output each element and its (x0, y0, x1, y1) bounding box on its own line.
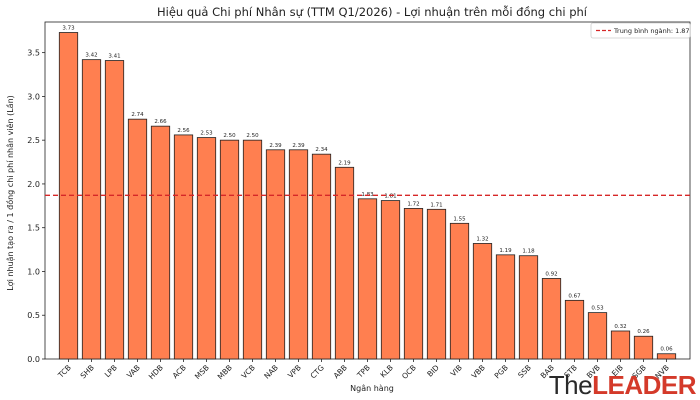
bar-pgb (495, 254, 516, 360)
data-label: 0.06 (660, 347, 673, 353)
x-tick-label: LPB (103, 363, 119, 379)
bar-bvb (587, 312, 608, 360)
x-tick-label: OCB (400, 363, 418, 381)
y-tick-label: 3.5 (27, 49, 40, 58)
bar-vib (449, 222, 470, 360)
legend: Trung bình ngành: 1.87 (590, 22, 691, 39)
x-tick-label: KLB (378, 363, 394, 379)
y-axis-label: Lợi nhuận tạo ra / 1 đồng chi phí nhân v… (5, 95, 16, 291)
data-label: 0.92 (545, 271, 557, 277)
x-tick-label: SHB (79, 363, 96, 380)
x-axis-label: Ngân hàng (350, 384, 394, 393)
x-tick-label: MBB (216, 363, 234, 381)
data-label: 0.32 (614, 324, 626, 330)
bar-lpb (104, 60, 125, 360)
bar-msb (196, 137, 217, 360)
bar-vpb (288, 149, 309, 360)
y-tick-label: 1.5 (27, 224, 40, 233)
data-label: 3.42 (85, 53, 97, 59)
y-tick-label: 2.5 (27, 136, 40, 145)
y-tick-label: 0.5 (27, 311, 40, 320)
data-label: 2.39 (269, 143, 282, 149)
data-label: 1.18 (522, 249, 535, 255)
data-label: 1.72 (407, 201, 419, 207)
bar-nvb (656, 353, 677, 360)
data-label: 2.39 (292, 143, 305, 149)
y-tick-label: 3.0 (27, 92, 40, 101)
watermark-leader: LEADER (592, 370, 696, 400)
data-label: 2.19 (338, 160, 351, 166)
watermark-logo: TheLEADER (548, 370, 697, 400)
data-label: 1.55 (453, 216, 466, 222)
x-tick-label: TCB (56, 363, 73, 380)
data-label: 2.53 (200, 131, 213, 137)
bar-mbb (219, 139, 240, 360)
data-label: 3.41 (108, 54, 120, 60)
x-tick-label: SSB (516, 363, 533, 380)
data-label: 2.34 (315, 147, 328, 153)
y-tick-label: 0.0 (27, 355, 40, 364)
chart-title: Hiệu quả Chi phí Nhân sự (TTM Q1/2026) -… (157, 5, 588, 19)
x-tick-label: PGB (493, 363, 510, 380)
legend-label: Trung bình ngành: 1.87 (613, 27, 690, 35)
x-tick-label: VPB (286, 363, 303, 380)
x-tick-label: ABB (332, 363, 349, 380)
data-label: 2.56 (177, 128, 190, 134)
watermark-the: The (548, 370, 593, 400)
data-label: 2.50 (223, 133, 236, 139)
x-tick-label: VCB (240, 363, 257, 380)
bar-vab (127, 118, 148, 360)
data-label: 2.66 (154, 119, 167, 125)
x-tick-label: VIB (449, 363, 464, 378)
data-label: 0.26 (637, 329, 650, 335)
data-label: 2.50 (246, 133, 259, 139)
x-tick-label: MSB (193, 363, 211, 381)
bar-eib (610, 330, 631, 360)
bar-bab (541, 278, 562, 360)
bar-klb (380, 200, 401, 360)
x-tick-label: NAB (262, 363, 280, 381)
y-tick-label: 2.0 (27, 180, 40, 189)
bar-ctg (311, 153, 332, 360)
data-label: 1.81 (384, 194, 396, 200)
bar-vcb (242, 139, 263, 360)
bar-hdb (150, 125, 171, 360)
data-label: 1.71 (430, 202, 442, 208)
bar-tpb (357, 198, 378, 360)
x-tick-label: CTG (308, 363, 326, 381)
x-tick-label: VBB (470, 363, 487, 380)
data-label: 1.19 (499, 248, 512, 254)
x-tick-label: VAB (125, 363, 142, 380)
x-tick-label: BID (425, 363, 441, 379)
bar-vbb (472, 243, 493, 360)
data-label: 1.32 (476, 236, 488, 242)
bar-stb (564, 299, 585, 360)
data-label: 3.73 (62, 26, 75, 32)
data-label: 0.53 (591, 306, 604, 312)
bar-bid (426, 208, 447, 360)
bar-ssb (518, 255, 539, 360)
x-tick-label: TPB (355, 363, 372, 380)
bar-acb (173, 134, 194, 360)
legend-box (590, 22, 691, 39)
bar-sgb (633, 335, 654, 360)
bar-abb (334, 166, 355, 360)
data-label: 0.67 (568, 293, 581, 299)
x-tick-label: ACB (171, 363, 188, 380)
bar-shb (81, 59, 102, 360)
bar-nab (265, 149, 286, 360)
y-tick-label: 1.0 (27, 267, 40, 276)
x-tick-label: HDB (147, 363, 165, 381)
plot-area: 0.0 0.5 1.0 1.5 2.0 2.5 3.0 3.5 3.73 TCB 3.42 SHB 3.… (27, 21, 691, 381)
bar-ocb (403, 208, 424, 360)
data-label: 2.74 (131, 112, 144, 118)
